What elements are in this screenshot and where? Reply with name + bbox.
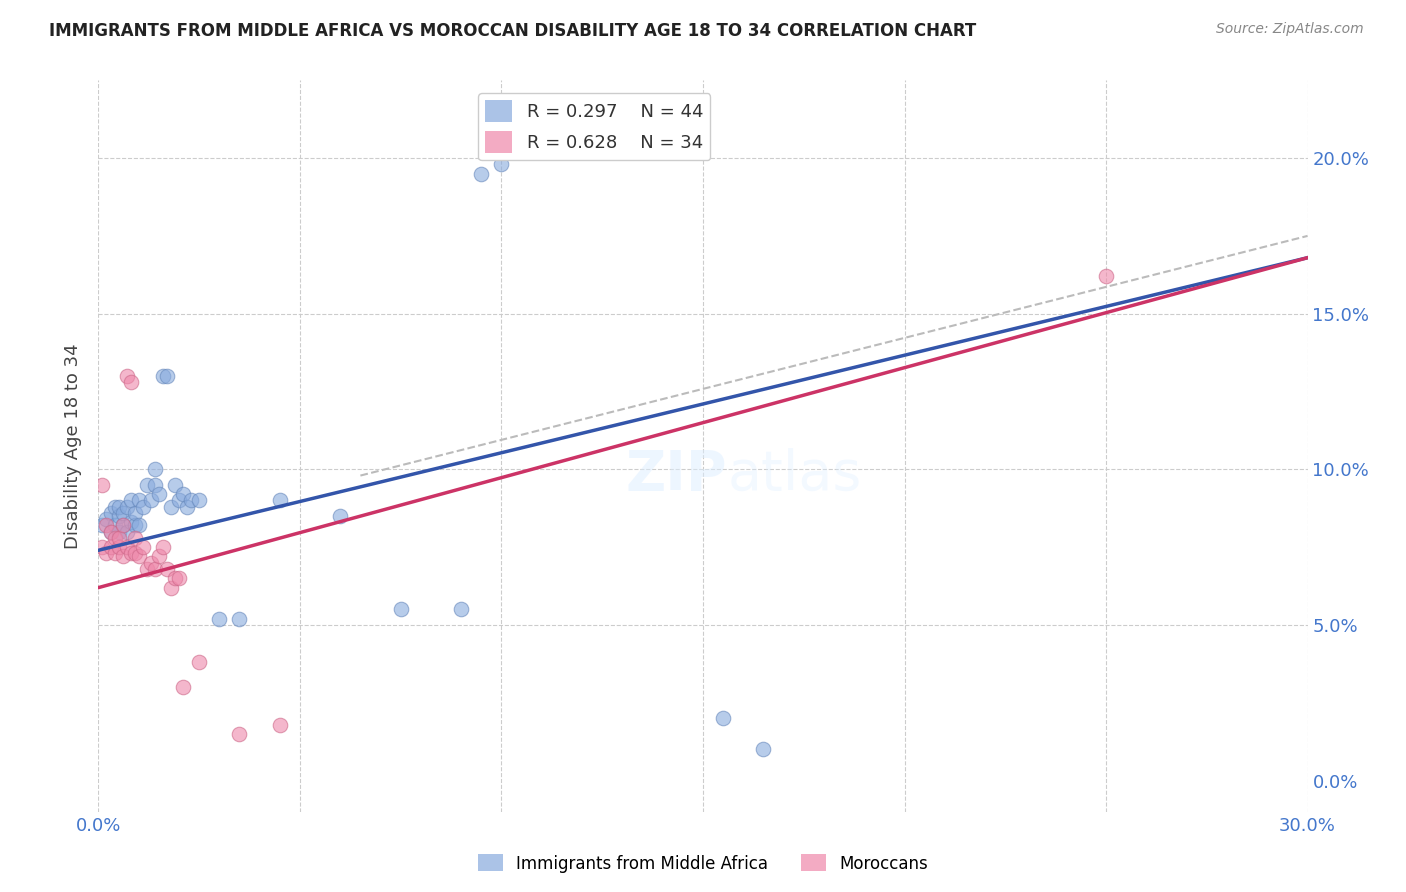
Point [228, 612, 250, 626]
Point [389, 602, 412, 616]
Point [120, 515, 142, 529]
Point [96, 546, 118, 560]
Point [172, 487, 194, 501]
Point [103, 518, 125, 533]
Point [107, 509, 129, 524]
Point [96, 518, 118, 533]
Point [176, 500, 198, 514]
Point [132, 500, 155, 514]
Point [100, 506, 122, 520]
Text: ZIP: ZIP [626, 449, 727, 502]
Point [143, 562, 166, 576]
Point [491, 157, 513, 171]
Point [103, 546, 125, 560]
Point [107, 524, 129, 539]
Point [148, 549, 170, 564]
Point [100, 524, 122, 539]
Point [143, 462, 166, 476]
Point [107, 531, 129, 545]
Point [139, 493, 162, 508]
Point [124, 518, 146, 533]
Point [172, 680, 194, 694]
Point [103, 531, 125, 545]
Point [128, 493, 150, 508]
Point [470, 167, 492, 181]
Point [107, 540, 129, 554]
Legend: R = 0.297    N = 44, R = 0.628    N = 34: R = 0.297 N = 44, R = 0.628 N = 34 [478, 93, 710, 161]
Point [163, 478, 186, 492]
Point [450, 602, 472, 616]
Point [124, 546, 146, 560]
Point [111, 518, 134, 533]
Point [167, 493, 190, 508]
Point [139, 556, 162, 570]
Point [160, 500, 183, 514]
Point [160, 581, 183, 595]
Point [91, 518, 114, 533]
Text: Source: ZipAtlas.com: Source: ZipAtlas.com [1216, 22, 1364, 37]
Point [752, 742, 775, 756]
Point [329, 509, 352, 524]
Point [107, 500, 129, 514]
Y-axis label: Disability Age 18 to 34: Disability Age 18 to 34 [65, 343, 83, 549]
Point [148, 487, 170, 501]
Point [152, 540, 174, 554]
Text: atlas: atlas [727, 449, 862, 502]
Point [103, 500, 125, 514]
Point [1095, 269, 1118, 284]
Point [163, 571, 186, 585]
Point [91, 540, 114, 554]
Point [167, 571, 190, 585]
Point [152, 368, 174, 383]
Point [115, 524, 138, 539]
Point [711, 711, 734, 725]
Text: IMMIGRANTS FROM MIDDLE AFRICA VS MOROCCAN DISABILITY AGE 18 TO 34 CORRELATION CH: IMMIGRANTS FROM MIDDLE AFRICA VS MOROCCA… [49, 22, 976, 40]
Point [91, 478, 114, 492]
Point [188, 656, 211, 670]
Point [120, 546, 142, 560]
Point [269, 717, 291, 731]
Point [120, 375, 142, 389]
Point [180, 493, 202, 508]
Point [124, 506, 146, 520]
Point [269, 493, 291, 508]
Point [208, 612, 231, 626]
Point [111, 549, 134, 564]
Point [120, 493, 142, 508]
Point [132, 540, 155, 554]
Point [111, 506, 134, 520]
Point [228, 727, 250, 741]
Point [100, 540, 122, 554]
Point [156, 562, 179, 576]
Legend: Immigrants from Middle Africa, Moroccans: Immigrants from Middle Africa, Moroccans [471, 847, 935, 880]
Point [135, 562, 157, 576]
Point [128, 518, 150, 533]
Point [100, 524, 122, 539]
Point [156, 368, 179, 383]
Point [128, 549, 150, 564]
Point [143, 478, 166, 492]
Point [96, 512, 118, 526]
Point [115, 540, 138, 554]
Point [124, 531, 146, 545]
Point [135, 478, 157, 492]
Point [115, 500, 138, 514]
Point [115, 368, 138, 383]
Point [188, 493, 211, 508]
Point [111, 518, 134, 533]
